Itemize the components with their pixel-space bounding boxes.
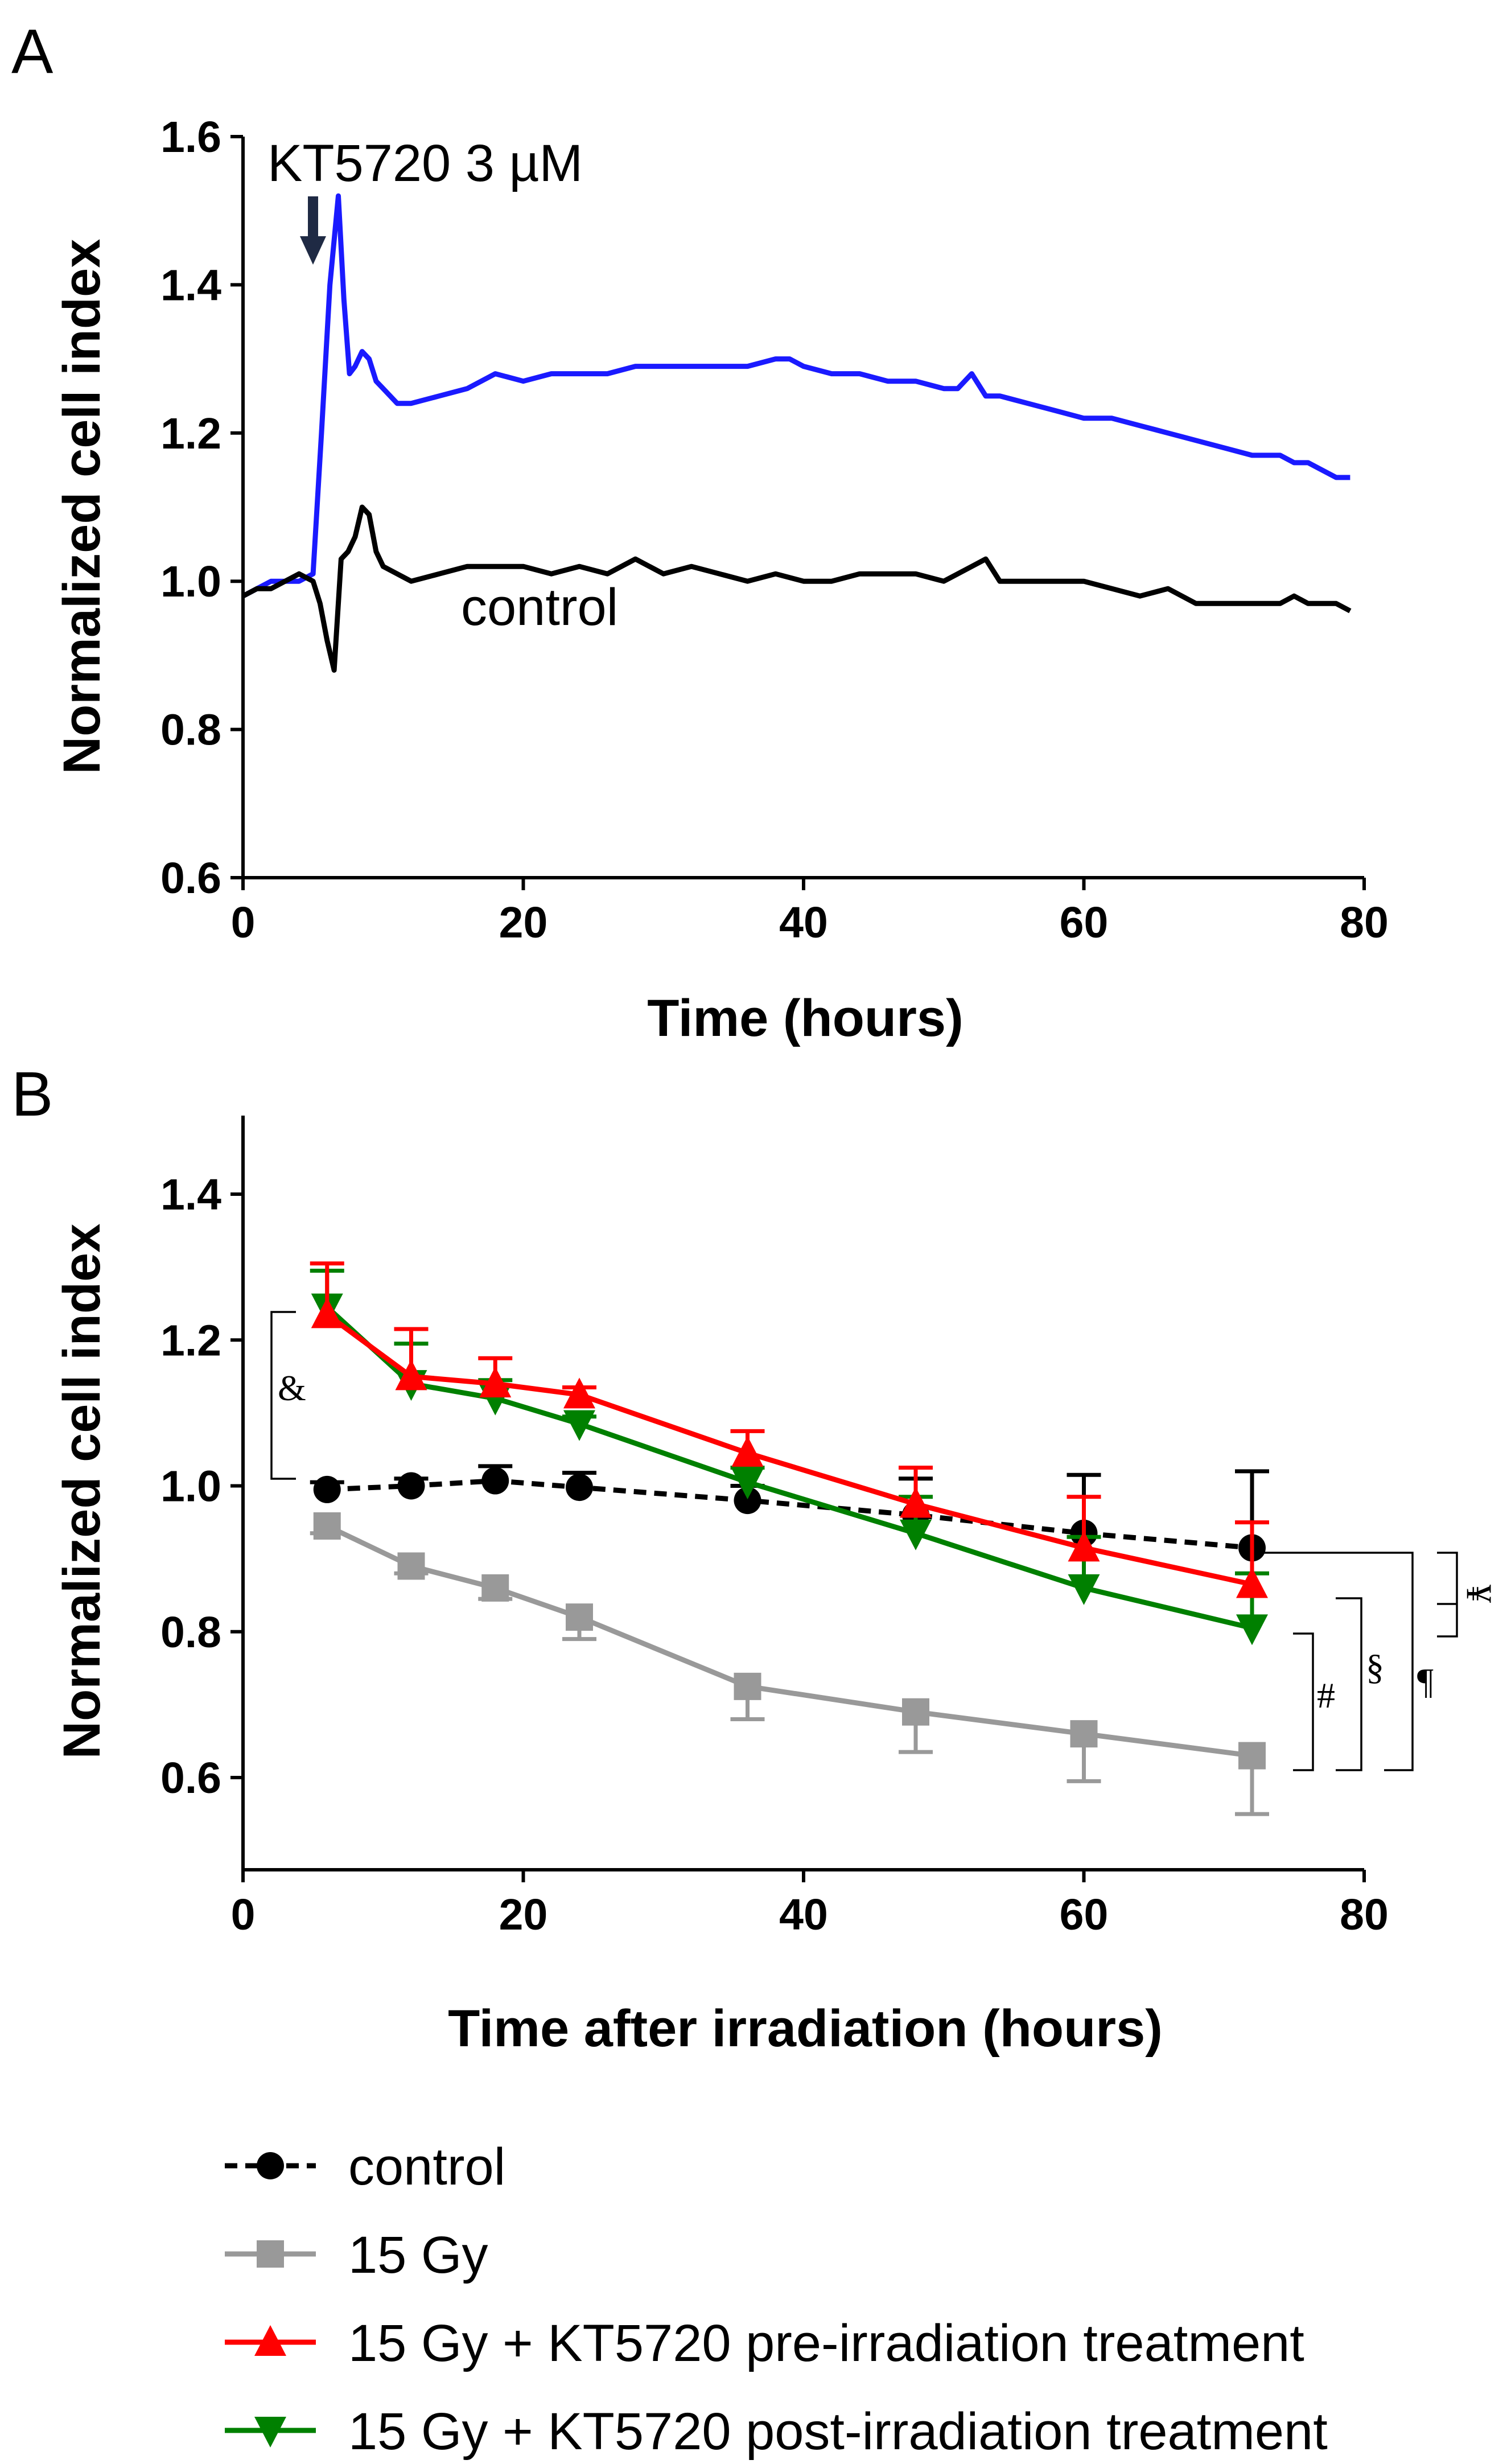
data-point bbox=[313, 1512, 341, 1540]
legend-marker bbox=[254, 2325, 286, 2356]
panel-label-a: A bbox=[11, 17, 53, 87]
series-line-kt5720 bbox=[241, 193, 1350, 599]
legend-item: 15 Gy bbox=[225, 2226, 488, 2284]
series-line bbox=[327, 1478, 1253, 1550]
series-3 bbox=[310, 1269, 1269, 1646]
panel-a-x-axis-label: Time (hours) bbox=[647, 989, 963, 1047]
data-point bbox=[734, 1672, 761, 1700]
panel-a-x-tick-label: 0 bbox=[231, 898, 256, 947]
panel-b-y-tick-label: 1.4 bbox=[160, 1170, 221, 1219]
data-point bbox=[479, 1367, 512, 1398]
panel-b-x-axis-label: Time after irradiation (hours) bbox=[448, 2000, 1163, 2058]
panel-b-x-tick-label: 80 bbox=[1340, 1890, 1389, 1939]
data-point bbox=[1238, 1742, 1266, 1770]
panel-b-y-tick-label: 0.8 bbox=[160, 1608, 221, 1657]
data-point bbox=[902, 1698, 929, 1726]
legend-label: 15 Gy + KT5720 pre-irradiation treatment bbox=[348, 2314, 1304, 2372]
significance-label-pilcrow: ¶ bbox=[1417, 1661, 1434, 1701]
legend-item: 15 Gy + KT5720 post-irradiation treatmen… bbox=[225, 2403, 1328, 2461]
legend-marker bbox=[257, 2152, 284, 2179]
panel-a-annotation-control: control bbox=[461, 578, 618, 636]
data-point bbox=[1070, 1720, 1098, 1748]
legend-marker bbox=[257, 2240, 284, 2268]
panel-label-b: B bbox=[11, 1059, 53, 1129]
panel-a-annotation-kt5720: KT5720 3 µM bbox=[267, 134, 583, 192]
panel-a-y-tick-label: 1.0 bbox=[160, 557, 221, 606]
data-point bbox=[900, 1519, 932, 1550]
data-point bbox=[481, 1574, 509, 1602]
legend-label: 15 Gy bbox=[348, 2226, 488, 2284]
significance-bracket-pilcrow: ¶ bbox=[1261, 1552, 1434, 1771]
data-point bbox=[395, 1359, 427, 1391]
data-point bbox=[313, 1475, 341, 1503]
panel-b-chart: 0 20 40 60 80 0.6 0.8 1.0 1.2 1.4 Time after irra… bbox=[53, 1116, 1500, 2058]
legend-label: 15 Gy + KT5720 post-irradiation treatmen… bbox=[348, 2403, 1328, 2461]
data-point bbox=[397, 1472, 425, 1500]
significance-bracket-section: § bbox=[1336, 1597, 1384, 1771]
data-point bbox=[734, 1487, 761, 1515]
panel-b-y-tick-label: 1.2 bbox=[160, 1316, 221, 1365]
panel-a-y-tick-label: 0.8 bbox=[160, 706, 221, 755]
data-point bbox=[731, 1468, 764, 1500]
data-point bbox=[566, 1603, 593, 1631]
legend-marker bbox=[254, 2417, 286, 2447]
legend: control 15 Gy 15 Gy + KT5720 pre-irradiati… bbox=[225, 2138, 1328, 2461]
panel-b-y-tick-label: 1.0 bbox=[160, 1462, 221, 1511]
series-2 bbox=[310, 1261, 1269, 1598]
panel-b-x-tick-label: 20 bbox=[499, 1890, 548, 1939]
data-point bbox=[731, 1435, 764, 1467]
legend-item: control bbox=[225, 2138, 505, 2196]
panel-a-y-tick-label: 0.6 bbox=[160, 854, 221, 903]
panel-b-x-tick-label: 40 bbox=[779, 1890, 828, 1939]
significance-label-yen: ¥ bbox=[1459, 1585, 1500, 1603]
significance-label-hash: # bbox=[1317, 1675, 1335, 1716]
significance-label-ampersand: & bbox=[278, 1368, 306, 1408]
data-point bbox=[1068, 1574, 1100, 1605]
legend-label: control bbox=[348, 2138, 505, 2196]
series-0 bbox=[310, 1464, 1269, 1562]
panel-b-x-tick-label: 0 bbox=[231, 1890, 256, 1939]
significance-label-section: § bbox=[1366, 1647, 1384, 1687]
panel-a-chart: 0 20 40 60 80 0.6 0.8 1.0 1.2 1.4 1.6 Time (hours)… bbox=[53, 113, 1389, 1047]
data-point bbox=[1068, 1531, 1100, 1562]
panel-b-y-axis-label: Normalized cell index bbox=[53, 1224, 111, 1759]
data-point bbox=[481, 1467, 509, 1495]
panel-a-y-tick-label: 1.2 bbox=[160, 409, 221, 458]
data-point bbox=[397, 1552, 425, 1580]
data-point bbox=[566, 1474, 593, 1502]
panel-a-x-tick-label: 60 bbox=[1060, 898, 1109, 947]
panel-a-x-tick-label: 40 bbox=[779, 898, 828, 947]
series-line-control bbox=[241, 504, 1352, 673]
panel-a-y-tick-label: 1.4 bbox=[160, 261, 221, 310]
data-point bbox=[1236, 1567, 1268, 1598]
panel-a-x-tick-label: 20 bbox=[499, 898, 548, 947]
data-point bbox=[563, 1410, 595, 1441]
legend-item: 15 Gy + KT5720 pre-irradiation treatment bbox=[225, 2314, 1304, 2372]
panel-b-y-tick-label: 0.6 bbox=[160, 1754, 221, 1803]
panel-b-x-tick-label: 60 bbox=[1060, 1890, 1109, 1939]
panel-a-x-tick-label: 80 bbox=[1340, 898, 1389, 947]
series-line bbox=[326, 1523, 1253, 1759]
data-point bbox=[311, 1297, 343, 1328]
series-line bbox=[326, 1312, 1253, 1587]
panel-a-arrow-icon bbox=[300, 196, 326, 265]
significance-bracket-hash: # bbox=[1293, 1632, 1335, 1771]
series-1 bbox=[310, 1512, 1269, 1816]
data-point bbox=[900, 1487, 932, 1518]
series-line bbox=[325, 1305, 1253, 1631]
panel-a-y-tick-label: 1.6 bbox=[160, 113, 221, 162]
significance-bracket-yen: ¥ bbox=[1437, 1552, 1500, 1638]
data-point bbox=[1236, 1614, 1268, 1646]
significance-bracket-ampersand: & bbox=[270, 1311, 306, 1480]
panel-a-y-axis-label: Normalized cell index bbox=[53, 239, 111, 775]
data-point bbox=[563, 1377, 595, 1409]
